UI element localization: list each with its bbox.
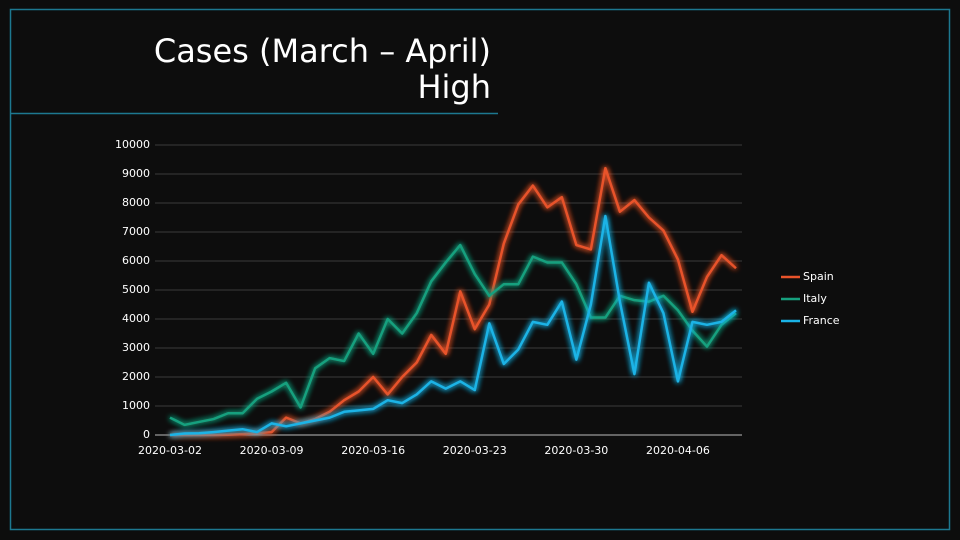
x-tick-label: 2020-03-23 [443,444,507,457]
x-tick-label: 2020-03-30 [544,444,608,457]
y-tick-label: 4000 [122,312,150,325]
slide-frame [9,8,951,531]
y-tick-label: 2000 [122,370,150,383]
legend-label: France [803,314,840,327]
legend-label: Italy [803,292,827,305]
y-tick-label: 0 [143,428,150,441]
y-tick-label: 8000 [122,196,150,209]
y-tick-label: 6000 [122,254,150,267]
y-tick-label: 7000 [122,225,150,238]
chart-title: Cases (March – April) [154,32,491,70]
x-tick-label: 2020-03-16 [341,444,405,457]
series-line [169,214,737,437]
x-tick-label: 2020-03-09 [240,444,304,457]
chart-subtitle: High [417,68,491,106]
x-tick-label: 2020-03-02 [138,444,202,457]
y-tick-label: 1000 [122,399,150,412]
y-tick-label: 5000 [122,283,150,296]
series-line [169,243,737,427]
y-tick-label: 10000 [115,138,150,151]
y-tick-label: 3000 [122,341,150,354]
y-tick-label: 9000 [122,167,150,180]
series-line [170,166,737,437]
x-tick-label: 2020-04-06 [646,444,710,457]
legend-label: Spain [803,270,834,283]
